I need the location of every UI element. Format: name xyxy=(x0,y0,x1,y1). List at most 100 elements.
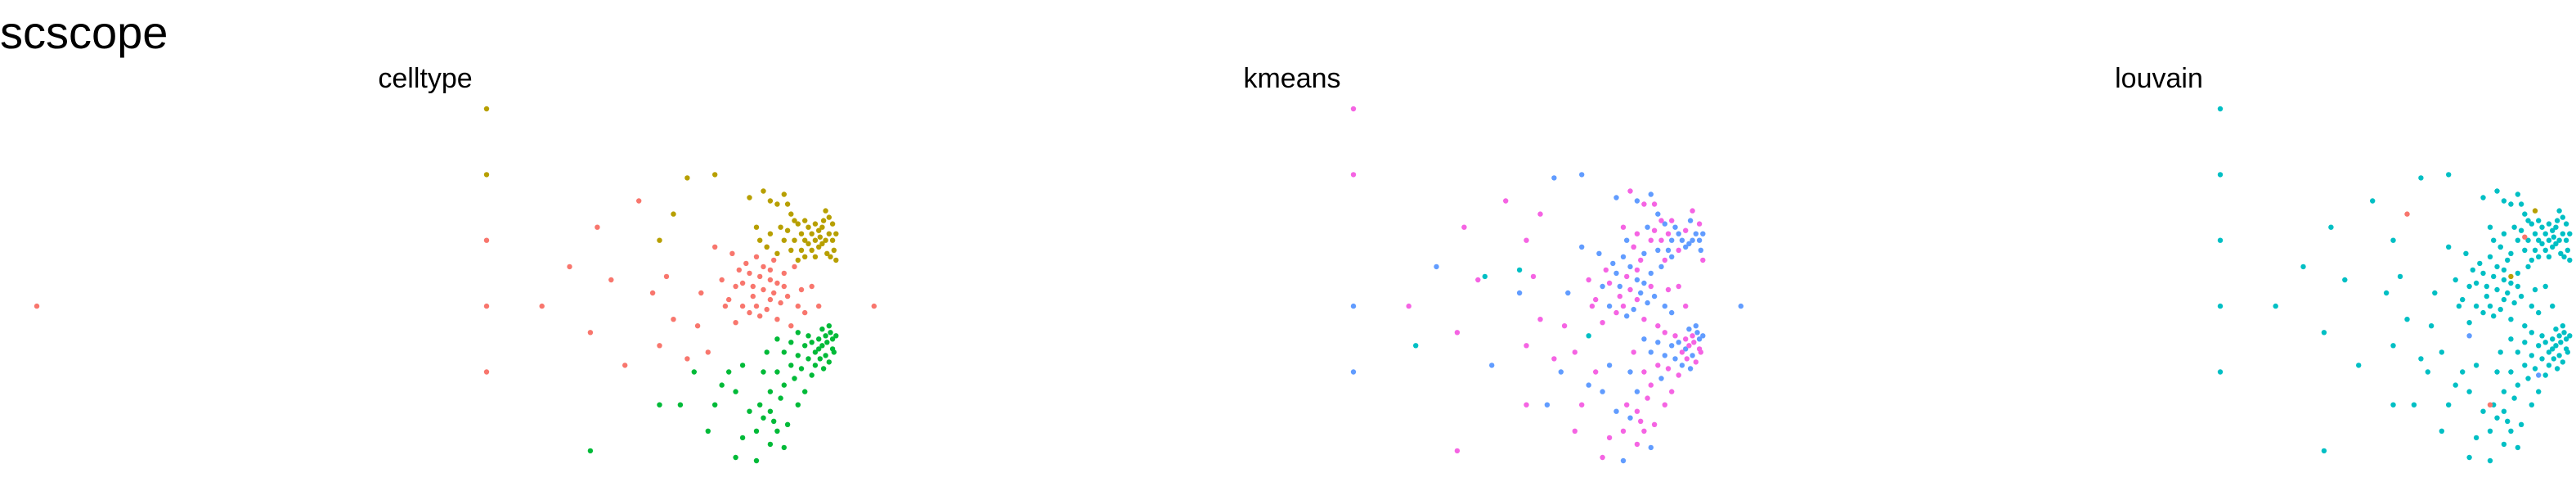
scatter-point-2-0-110 xyxy=(2525,237,2531,243)
scatter-point-2-0-98 xyxy=(2567,257,2573,264)
scatter-point-2-0-65 xyxy=(2494,188,2500,194)
scatter-point-1-0-21 xyxy=(1648,270,1654,277)
scatter-point-0-0-15 xyxy=(698,290,704,296)
scatter-point-0-0-34 xyxy=(757,273,763,280)
scatter-point-0-2-42 xyxy=(819,343,825,349)
scatter-point-1-1-49 xyxy=(1648,237,1654,243)
scatter-point-2-0-127 xyxy=(2501,389,2507,394)
scatter-point-2-0-18 xyxy=(2446,244,2452,250)
scatter-point-2-0-90 xyxy=(2558,250,2564,256)
scatter-point-1-1-66 xyxy=(1648,382,1654,388)
scatter-point-0-2-44 xyxy=(823,333,828,339)
scatter-point-0-1-49 xyxy=(767,231,774,236)
scatter-point-0-1-45 xyxy=(781,237,787,243)
scatter-point-0-2-32 xyxy=(806,333,811,339)
scatter-point-1-1-57 xyxy=(1593,369,1599,375)
scatter-point-1-1-24 xyxy=(1638,257,1644,264)
scatter-point-0-1-36 xyxy=(829,237,836,243)
scatter-point-0-1-46 xyxy=(788,247,794,253)
scatter-point-2-0-5 xyxy=(2273,303,2278,309)
scatter-point-0-1-6 xyxy=(747,195,752,200)
scatter-point-1-2-0 xyxy=(1482,273,1488,280)
scatter-point-0-1-17 xyxy=(802,218,808,223)
scatter-point-0-2-22 xyxy=(784,421,791,427)
scatter-point-2-0-56 xyxy=(2542,283,2548,290)
scatter-point-0-1-52 xyxy=(792,237,797,243)
scatter-point-0-0-56 xyxy=(816,303,822,309)
scatter-point-0-1-47 xyxy=(795,257,801,264)
scatter-point-0-0-21 xyxy=(733,283,738,290)
scatter-point-2-0-62 xyxy=(2446,172,2452,178)
scatter-point-1-0-57 xyxy=(1627,369,1633,375)
scatter-point-0-2-35 xyxy=(809,340,815,345)
scatter-point-1-1-5 xyxy=(1475,277,1481,283)
scatter-point-0-0-44 xyxy=(774,280,780,286)
scatter-point-0-1-18 xyxy=(806,224,811,230)
scatter-point-2-0-94 xyxy=(2563,237,2569,243)
scatter-point-2-0-164 xyxy=(2563,336,2569,342)
scatter-point-0-1-1 xyxy=(483,172,490,178)
scatter-point-0-2-54 xyxy=(733,454,738,461)
scatter-point-0-2-13 xyxy=(764,349,770,355)
scatter-point-1-0-12 xyxy=(1617,283,1623,290)
scatter-point-2-0-40 xyxy=(2501,277,2507,283)
scatter-point-0-0-14 xyxy=(684,356,690,362)
scatter-point-0-0-17 xyxy=(712,244,718,250)
scatter-point-0-1-39 xyxy=(833,231,839,236)
scatter-point-0-0-8 xyxy=(608,277,614,283)
scatter-point-0-1-7 xyxy=(761,188,766,194)
scatter-point-2-0-64 xyxy=(2480,195,2486,200)
scatter-point-0-2-0 xyxy=(587,448,594,454)
scatter-point-0-2-1 xyxy=(657,402,662,408)
scatter-point-0-1-38 xyxy=(831,247,837,253)
scatter-point-2-0-81 xyxy=(2546,221,2552,227)
scatter-point-0-1-53 xyxy=(798,247,805,253)
scatter-point-1-0-53 xyxy=(1558,369,1564,375)
scatter-point-0-0-11 xyxy=(649,290,656,296)
scatter-point-0-0-25 xyxy=(739,280,746,286)
scatter-point-2-0-118 xyxy=(2453,382,2458,388)
scatter-point-1-0-35 xyxy=(1672,224,1678,230)
scatter-point-2-0-14 xyxy=(2404,317,2410,322)
scatter-point-1-0-72 xyxy=(1693,323,1699,329)
scatter-point-1-1-50 xyxy=(1662,257,1668,264)
scatter-point-1-1-52 xyxy=(1651,227,1658,233)
scatter-point-2-0-31 xyxy=(2484,293,2489,300)
scatter-point-1-1-68 xyxy=(1655,363,1661,368)
scatter-point-0-1-35 xyxy=(828,254,833,259)
scatter-point-2-1-1 xyxy=(2522,234,2528,240)
scatter-point-1-1-16 xyxy=(1613,309,1619,316)
scatter-point-2-0-107 xyxy=(2501,231,2507,236)
scatter-point-2-0-139 xyxy=(2529,330,2534,336)
scatter-point-1-0-46 xyxy=(1624,237,1630,243)
scatter-point-1-1-74 xyxy=(1676,372,1681,378)
scatter-point-0-2-9 xyxy=(747,408,752,414)
scatter-point-2-0-95 xyxy=(2563,221,2569,227)
scatter-point-2-0-8 xyxy=(2328,224,2334,230)
scatter-point-0-0-18 xyxy=(719,277,725,283)
scatter-point-1-0-5 xyxy=(1565,290,1571,296)
scatter-point-1-1-72 xyxy=(1669,389,1675,394)
scatter-point-0-2-36 xyxy=(812,349,819,355)
scatter-point-1-0-52 xyxy=(1544,402,1551,408)
scatter-point-0-0-36 xyxy=(761,286,766,293)
scatter-point-1-1-39 xyxy=(1658,218,1664,223)
scatter-point-2-0-112 xyxy=(2546,254,2552,259)
scatter-point-2-0-37 xyxy=(2494,286,2500,293)
scatter-point-1-1-45 xyxy=(1696,221,1703,227)
scatter-point-0-0-35 xyxy=(761,264,766,270)
scatter-point-1-0-59 xyxy=(1641,336,1647,342)
scatter-point-1-1-60 xyxy=(1624,402,1630,408)
scatter-point-2-0-169 xyxy=(2515,444,2520,451)
scatter-point-2-0-166 xyxy=(2567,333,2573,339)
scatter-point-0-0-23 xyxy=(736,267,742,273)
scatter-point-0-0-6 xyxy=(587,330,594,336)
scatter-point-0-2-48 xyxy=(826,359,832,365)
scatter-point-1-0-26 xyxy=(1738,303,1744,309)
scatter-point-1-1-34 xyxy=(1537,211,1543,217)
scatter-point-0-1-50 xyxy=(778,224,783,230)
scatter-point-1-0-4 xyxy=(1516,290,1523,296)
scatter-point-2-0-156 xyxy=(2554,366,2560,372)
scatter-point-1-0-33 xyxy=(1662,221,1668,227)
scatter-point-0-1-4 xyxy=(671,211,676,217)
